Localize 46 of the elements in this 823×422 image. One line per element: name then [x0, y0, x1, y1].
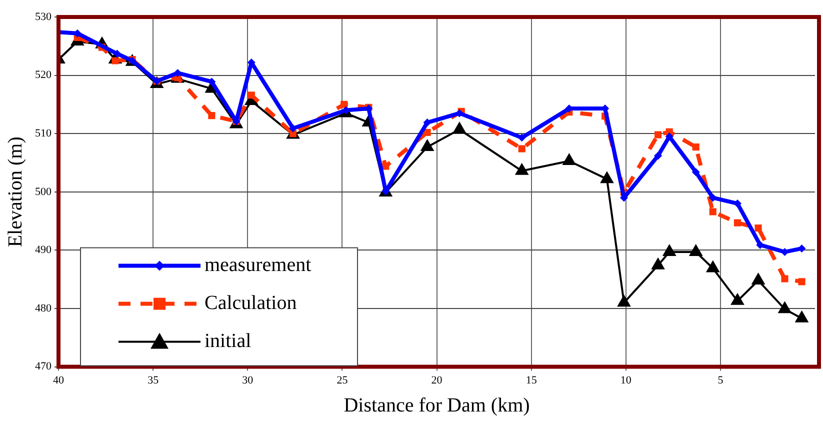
x-tick-label: 5 [718, 374, 724, 386]
point [208, 112, 216, 120]
point [709, 208, 716, 216]
x-tick-label: 15 [526, 374, 538, 386]
x-tick-label: 25 [336, 374, 348, 386]
point [798, 278, 806, 286]
y-tick-label: 520 [35, 69, 52, 82]
y-tick-label: 490 [35, 244, 52, 256]
point [518, 145, 526, 152]
point [756, 240, 764, 249]
point [382, 162, 390, 170]
point [778, 301, 792, 314]
point [617, 294, 631, 307]
point [518, 134, 526, 142]
point [424, 128, 431, 136]
point [754, 224, 762, 232]
point [692, 168, 700, 176]
y-tick-label: 500 [35, 186, 52, 198]
point [692, 143, 700, 151]
point [340, 100, 348, 108]
point [423, 118, 432, 127]
y-tick-label: 510 [35, 127, 52, 140]
y-axis-title: Elevation (m) [4, 136, 26, 248]
y-tick-label: 470 [35, 360, 52, 373]
y-tick-label: 480 [35, 302, 52, 314]
point [751, 272, 766, 285]
point [654, 131, 662, 138]
x-tick-label: 20 [431, 374, 443, 386]
point [654, 152, 662, 160]
legend-label: measurement [204, 254, 312, 276]
point [708, 194, 717, 202]
point [113, 50, 122, 58]
legend-label: Calculation [204, 292, 297, 314]
point [780, 248, 789, 256]
x-tick-label: 30 [242, 374, 254, 386]
x-tick-label: 10 [620, 374, 632, 386]
point [734, 219, 741, 226]
y-tick-label: 530 [35, 10, 52, 23]
x-axis-title: Distance for Dam (km) [344, 394, 530, 416]
point [781, 275, 788, 282]
x-tick-label: 40 [53, 374, 64, 386]
point [665, 132, 674, 141]
legend-label: initial [204, 330, 252, 352]
x-tick-label: 35 [148, 374, 160, 386]
point [248, 92, 255, 99]
point [289, 124, 298, 132]
